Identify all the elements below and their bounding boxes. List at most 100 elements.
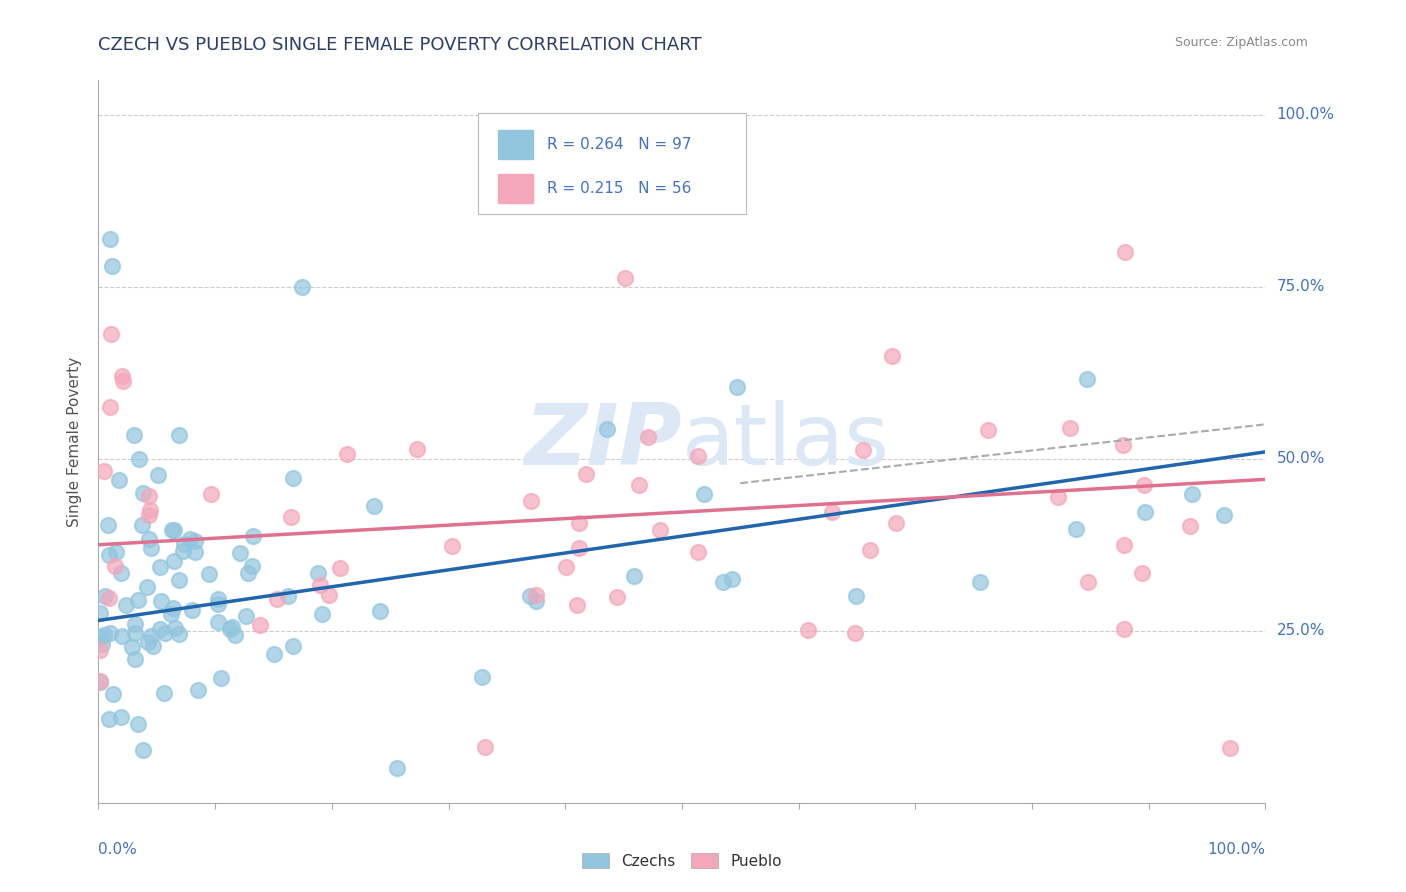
Point — [884, 516, 907, 530]
Point — [89, 606, 111, 620]
Text: atlas: atlas — [682, 400, 890, 483]
Point — [124, 428, 146, 442]
Point — [568, 541, 591, 556]
Point — [138, 489, 160, 503]
Point — [711, 574, 734, 589]
Point — [97, 518, 120, 533]
Point — [173, 537, 195, 551]
Text: Source: ZipAtlas.com: Source: ZipAtlas.com — [1174, 36, 1308, 49]
Point — [219, 622, 242, 636]
Point — [111, 369, 134, 384]
Point — [132, 743, 155, 757]
Point — [844, 625, 866, 640]
Point — [149, 623, 172, 637]
Text: R = 0.264   N = 97: R = 0.264 N = 97 — [547, 136, 690, 152]
Point — [101, 687, 124, 701]
Point — [283, 640, 305, 654]
Point — [235, 609, 257, 624]
Point — [104, 545, 127, 559]
Point — [89, 675, 111, 690]
Point — [121, 640, 143, 654]
Text: ZIP: ZIP — [524, 400, 682, 483]
Point — [148, 468, 170, 483]
Point — [242, 529, 264, 543]
FancyBboxPatch shape — [478, 112, 747, 214]
Point — [89, 673, 111, 688]
Point — [852, 442, 875, 457]
Text: 0.0%: 0.0% — [98, 842, 138, 856]
Point — [283, 471, 305, 485]
Point — [139, 503, 162, 517]
Point — [686, 449, 709, 463]
Point — [89, 630, 111, 644]
Point — [471, 670, 494, 684]
Point — [207, 615, 229, 630]
Point — [721, 572, 744, 586]
Point — [163, 523, 186, 537]
Point — [555, 560, 578, 574]
Point — [1219, 740, 1241, 755]
Point — [308, 578, 330, 592]
Point — [1178, 519, 1201, 533]
Point — [136, 580, 159, 594]
Point — [519, 589, 541, 603]
Point — [149, 594, 172, 608]
Point — [221, 620, 243, 634]
Point — [100, 259, 122, 273]
Point — [228, 546, 250, 560]
Point — [89, 643, 111, 657]
Point — [976, 423, 998, 437]
Point — [184, 533, 207, 548]
Point — [110, 710, 132, 724]
Point — [207, 591, 229, 606]
Point — [266, 591, 288, 606]
Point — [845, 589, 868, 603]
Point — [93, 628, 115, 642]
Point — [474, 740, 496, 755]
FancyBboxPatch shape — [498, 174, 533, 202]
Point — [149, 560, 172, 574]
Point — [368, 604, 391, 618]
Point — [153, 686, 176, 700]
Point — [693, 486, 716, 500]
Point — [627, 477, 650, 491]
Text: 75.0%: 75.0% — [1277, 279, 1324, 294]
Point — [318, 588, 340, 602]
Text: CZECH VS PUEBLO SINGLE FEMALE POVERTY CORRELATION CHART: CZECH VS PUEBLO SINGLE FEMALE POVERTY CO… — [98, 36, 702, 54]
Point — [596, 421, 619, 435]
Point — [179, 533, 201, 547]
Point — [277, 589, 299, 603]
Point — [575, 467, 598, 481]
Point — [969, 574, 991, 589]
Point — [181, 603, 204, 617]
Point — [127, 593, 149, 607]
Point — [124, 626, 146, 640]
Point — [115, 599, 138, 613]
Point — [98, 712, 121, 726]
Point — [1181, 487, 1204, 501]
Point — [240, 558, 263, 573]
Point — [207, 598, 229, 612]
Point — [263, 647, 285, 661]
Point — [184, 544, 207, 558]
Point — [172, 543, 194, 558]
Point — [111, 629, 134, 643]
Point — [159, 607, 181, 621]
Text: 100.0%: 100.0% — [1208, 842, 1265, 856]
Point — [405, 442, 427, 456]
Point — [167, 573, 190, 587]
Legend: Czechs, Pueblo: Czechs, Pueblo — [575, 847, 789, 875]
Point — [100, 326, 122, 341]
Point — [336, 446, 359, 460]
Point — [163, 621, 186, 635]
Point — [209, 671, 232, 685]
Point — [224, 628, 246, 642]
Point — [1066, 522, 1088, 536]
Point — [197, 566, 219, 581]
Point — [1114, 245, 1136, 260]
Point — [363, 499, 385, 513]
Point — [524, 588, 547, 602]
Point — [97, 591, 120, 605]
Point — [1112, 438, 1135, 452]
Point — [110, 566, 132, 580]
